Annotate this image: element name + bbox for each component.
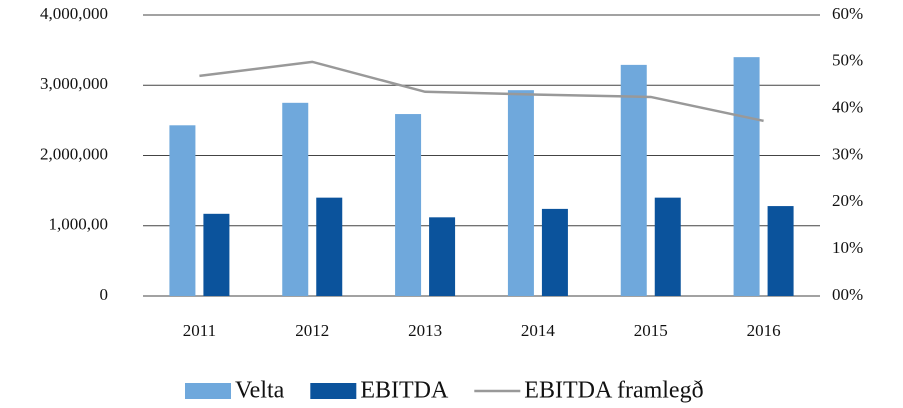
y-tick-label: 1,000,00	[49, 215, 109, 234]
y2-tick-label: 40%	[832, 98, 863, 117]
bar	[395, 114, 422, 297]
y2-tick-label: 30%	[832, 144, 863, 163]
legend-swatch	[310, 383, 357, 399]
bar	[541, 208, 568, 296]
legend-label: Velta	[235, 378, 285, 404]
x-tick-label: 2013	[408, 321, 442, 340]
bar	[282, 102, 309, 296]
bar	[316, 197, 343, 296]
x-tick-label: 2015	[634, 321, 668, 340]
y-tick-label: 2,000,000	[40, 144, 108, 163]
y2-tick-label: 00%	[832, 285, 863, 304]
bar	[733, 57, 760, 297]
legend-label: EBITDA framlegð	[524, 378, 703, 404]
x-tick-label: 2011	[183, 321, 216, 340]
bar	[620, 64, 647, 296]
y2-tick-label: 20%	[832, 191, 863, 210]
legend-label: EBITDA	[360, 378, 449, 404]
x-tick-label: 2016	[747, 321, 781, 340]
y2-tick-label: 10%	[832, 238, 863, 257]
legend-swatch	[185, 383, 231, 399]
bar	[203, 213, 230, 296]
line	[199, 60, 764, 123]
x-tick-label: 2014	[521, 321, 556, 340]
x-tick-label: 2012	[295, 321, 329, 340]
bar	[429, 217, 456, 296]
y2-tick-label: 50%	[832, 51, 863, 70]
bar	[169, 125, 196, 296]
y2-tick-label: 60%	[832, 4, 863, 23]
y-tick-label: 0	[100, 285, 109, 304]
y-tick-label: 4,000,000	[40, 4, 108, 23]
bar	[767, 206, 794, 296]
bar	[507, 90, 534, 296]
bar	[654, 197, 681, 296]
y-tick-label: 3,000,000	[40, 74, 108, 93]
